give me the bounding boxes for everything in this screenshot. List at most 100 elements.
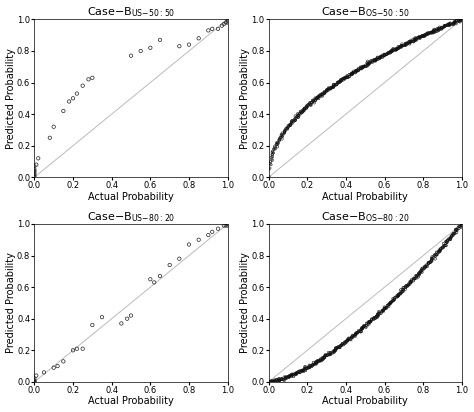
Point — [266, 378, 273, 385]
Point — [406, 38, 413, 45]
Point — [418, 265, 425, 272]
Point — [290, 117, 298, 123]
Point — [322, 88, 330, 95]
Point — [442, 242, 450, 248]
Point — [458, 222, 465, 229]
Point — [396, 44, 403, 50]
Point — [419, 33, 426, 39]
Point — [287, 122, 294, 129]
Point — [428, 256, 436, 262]
Point — [323, 87, 330, 94]
Point — [366, 318, 374, 325]
Point — [383, 302, 391, 309]
Point — [388, 47, 396, 54]
Y-axis label: Predicted Probability: Predicted Probability — [6, 253, 16, 353]
Point — [277, 132, 285, 139]
Point — [275, 375, 283, 382]
Point — [417, 34, 424, 40]
Point — [317, 93, 324, 99]
Point — [331, 82, 338, 88]
Point — [273, 140, 280, 146]
Point — [451, 19, 458, 25]
Point — [421, 264, 429, 270]
Point — [296, 110, 303, 117]
Point — [411, 275, 419, 282]
Point — [314, 94, 322, 101]
Point — [335, 344, 343, 351]
Point — [425, 260, 432, 267]
Point — [366, 318, 374, 325]
Point — [390, 297, 397, 304]
Point — [156, 273, 164, 279]
Point — [422, 264, 429, 270]
Point — [311, 360, 319, 367]
Point — [320, 354, 328, 360]
Point — [326, 349, 334, 356]
Point — [224, 221, 231, 227]
Point — [416, 269, 424, 276]
Point — [452, 226, 459, 233]
Point — [393, 292, 401, 299]
Point — [442, 238, 450, 245]
Point — [307, 102, 314, 108]
Point — [336, 343, 344, 349]
Point — [363, 323, 371, 329]
Point — [348, 332, 356, 339]
Point — [439, 24, 447, 31]
Point — [457, 16, 465, 23]
Point — [296, 369, 304, 376]
Point — [386, 301, 393, 307]
Point — [374, 54, 381, 61]
Point — [305, 362, 313, 368]
Point — [379, 307, 386, 314]
Point — [325, 349, 332, 356]
Point — [390, 297, 397, 304]
Point — [344, 337, 351, 344]
Point — [306, 363, 314, 370]
Point — [351, 68, 359, 75]
Point — [54, 363, 61, 370]
Point — [455, 223, 463, 230]
Point — [267, 154, 275, 161]
Point — [315, 95, 322, 102]
Point — [448, 21, 456, 28]
Point — [338, 75, 346, 82]
Point — [346, 336, 354, 343]
Point — [352, 331, 359, 337]
Point — [317, 357, 324, 363]
Point — [355, 67, 362, 74]
Point — [389, 297, 396, 304]
Point — [423, 261, 430, 268]
Point — [320, 355, 328, 361]
Point — [305, 102, 312, 108]
Point — [443, 239, 451, 246]
Point — [329, 84, 337, 91]
Point — [423, 31, 430, 37]
Point — [284, 122, 292, 129]
Point — [426, 30, 433, 37]
Point — [118, 320, 125, 327]
Point — [380, 52, 388, 59]
Point — [339, 77, 347, 83]
Point — [379, 307, 387, 314]
Point — [439, 243, 447, 250]
Point — [321, 89, 328, 96]
Point — [343, 74, 350, 81]
Point — [269, 150, 276, 157]
Point — [360, 63, 367, 70]
Point — [386, 300, 393, 307]
Point — [425, 260, 432, 267]
Point — [379, 52, 386, 59]
Point — [224, 19, 231, 26]
Point — [289, 371, 297, 377]
Point — [280, 377, 287, 383]
Point — [423, 30, 431, 37]
Point — [388, 48, 396, 54]
Point — [342, 339, 349, 345]
Point — [408, 38, 415, 44]
Point — [275, 136, 283, 143]
Point — [30, 379, 38, 385]
Point — [413, 37, 420, 43]
Point — [392, 294, 399, 300]
Point — [442, 242, 450, 249]
